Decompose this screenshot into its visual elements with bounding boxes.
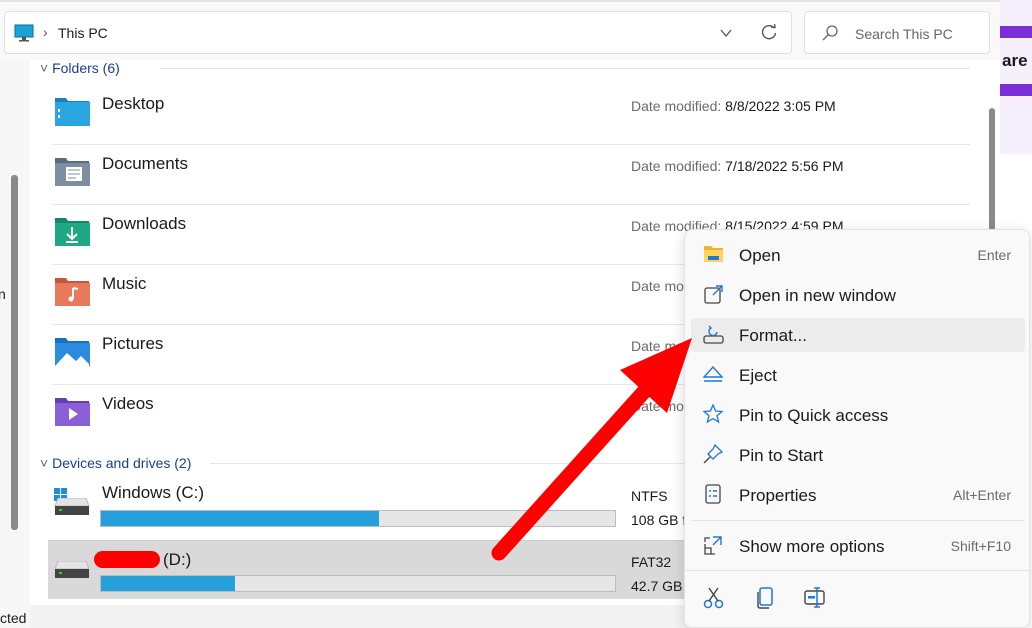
- drive-icon: [54, 561, 90, 578]
- pin-icon: [703, 444, 724, 464]
- format-icon: [703, 325, 724, 344]
- menu-item-label: Open in new window: [739, 286, 896, 305]
- date-modified: Date modified: 7/18/2022 5:56 PM: [631, 158, 844, 174]
- menu-item-label: Format...: [739, 326, 808, 345]
- rename-icon[interactable]: [803, 586, 827, 610]
- folder-name: Documents: [102, 154, 188, 173]
- open-folder-icon: [704, 246, 723, 262]
- search-icon: [822, 25, 838, 41]
- free-space: 42.7 GB: [631, 578, 683, 594]
- drive-item[interactable]: Windows (C:) NTFS 108 GB f: [48, 480, 700, 535]
- folder-name: Pictures: [102, 334, 164, 353]
- date-modified: Date modified: 8/8/2022 3:05 PM: [631, 98, 836, 114]
- redacted-drive-label: [94, 551, 160, 568]
- this-pc-icon: [14, 24, 34, 42]
- open-new-window-icon: [704, 285, 723, 304]
- menu-item-properties[interactable]: Properties Alt+Enter: [691, 478, 1025, 512]
- drives-section-header[interactable]: ˅ Devices and drives (2): [40, 455, 192, 471]
- folder-item-music[interactable]: Music Date modified:: [30, 255, 970, 313]
- menu-item-eject[interactable]: Eject: [691, 358, 1025, 392]
- breadcrumb-chevron-icon: ›: [43, 24, 48, 40]
- folder-name: Desktop: [102, 94, 165, 113]
- folder-item-desktop[interactable]: Desktop Date modified: 8/8/2022 3:05 PM: [30, 75, 970, 133]
- star-icon: [703, 404, 724, 424]
- menu-item-show-more-options[interactable]: Show more options Shift+F10: [691, 529, 1025, 563]
- folder-name: Downloads: [102, 214, 187, 233]
- menu-item-label: Show more options: [739, 537, 885, 556]
- documents-folder-icon: [55, 158, 90, 186]
- menu-item-shortcut: Enter: [977, 247, 1011, 263]
- downloads-folder-icon: [55, 218, 90, 246]
- free-space: 108 GB f: [631, 512, 687, 528]
- menu-item-shortcut: Shift+F10: [950, 538, 1011, 554]
- navigation-pane: n cted: [0, 60, 30, 628]
- properties-icon: [705, 484, 721, 504]
- file-system: FAT32: [631, 554, 672, 570]
- menu-item-pin-to-start[interactable]: Pin to Start: [691, 438, 1025, 472]
- eject-icon: [703, 365, 724, 382]
- videos-folder-icon: [55, 398, 90, 426]
- music-folder-icon: [55, 278, 90, 306]
- drive-item[interactable]: (D:) FAT32 42.7 GB: [48, 540, 700, 599]
- background-text: are: [1002, 51, 1028, 70]
- menu-item-label: Properties: [739, 486, 817, 505]
- refresh-icon[interactable]: [760, 23, 778, 41]
- pictures-folder-icon: [55, 338, 90, 366]
- search-placeholder[interactable]: Search This PC: [855, 26, 953, 42]
- menu-item-pin-to-quick-access[interactable]: Pin to Quick access: [691, 398, 1025, 432]
- menu-item-label: Eject: [739, 366, 777, 385]
- menu-item-label: Pin to Quick access: [739, 406, 889, 425]
- drive-name: Windows (C:): [102, 483, 205, 502]
- status-partial-text: cted: [0, 610, 27, 626]
- drive-icon: [54, 498, 90, 515]
- menu-item-format[interactable]: Format...: [691, 318, 1025, 352]
- menu-item-label: Open: [739, 246, 781, 265]
- menu-item-label: Pin to Start: [739, 446, 824, 465]
- menu-item-open-in-new-window[interactable]: Open in new window: [691, 278, 1025, 312]
- address-bar[interactable]: › This PC: [4, 11, 792, 54]
- drive-usage-bar: [100, 575, 616, 592]
- drive-usage-bar: [100, 510, 616, 527]
- menu-item-shortcut: Alt+Enter: [953, 487, 1011, 503]
- nav-scrollbar-thumb[interactable]: [11, 175, 18, 530]
- folders-section-header[interactable]: ˅ Folders (6): [40, 60, 120, 76]
- folder-name: Videos: [102, 394, 154, 413]
- nav-partial-text: n: [0, 286, 6, 302]
- cut-icon[interactable]: [703, 586, 725, 610]
- search-box[interactable]: Search This PC: [804, 11, 990, 54]
- context-menu: Open Enter Open in new window Format... …: [684, 229, 1031, 628]
- copy-icon[interactable]: [755, 586, 775, 610]
- breadcrumb-this-pc[interactable]: This PC: [58, 25, 108, 41]
- file-system: NTFS: [631, 488, 668, 504]
- folder-item-documents[interactable]: Documents Date modified: 7/18/2022 5:56 P…: [30, 135, 970, 193]
- chevron-down-icon[interactable]: [719, 26, 733, 40]
- drive-name: (D:): [163, 550, 192, 569]
- desktop-folder-icon: [55, 98, 90, 126]
- menu-item-open[interactable]: Open Enter: [691, 238, 1025, 272]
- more-options-icon: [704, 536, 722, 555]
- folder-name: Music: [102, 274, 147, 293]
